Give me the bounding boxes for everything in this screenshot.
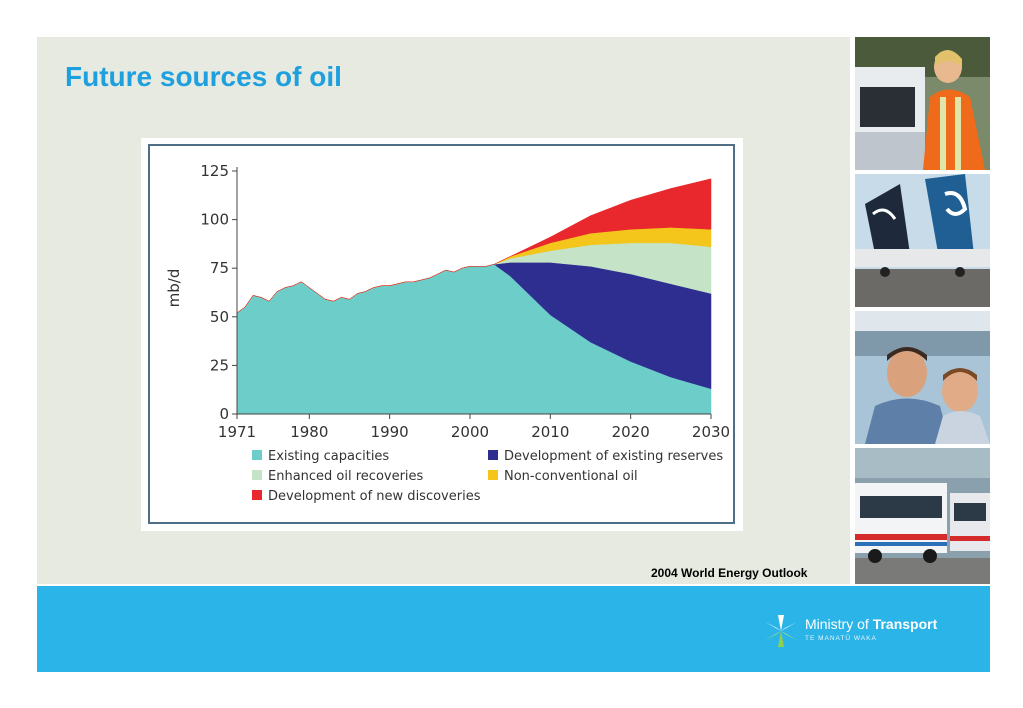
y-tick-label: 75 (210, 259, 229, 277)
footer-band: Ministry of Transport TE MANATŪ WAKA (37, 586, 990, 672)
photo-strip (855, 37, 990, 584)
legend-swatch (252, 450, 262, 460)
legend-label: Non-conventional oil (504, 469, 638, 484)
slide: Future sources of oil 0 25 50 75 100 125 1971 1… (37, 37, 990, 672)
photo-aircraft-tails (855, 174, 990, 307)
source-note: 2004 World Energy Outlook (651, 566, 808, 580)
x-tick-label: 2010 (531, 423, 569, 441)
legend-label: Enhanced oil recoveries (268, 469, 424, 484)
y-tick-label: 50 (210, 308, 229, 326)
legend-label: Development of existing reserves (504, 449, 723, 464)
photo-man-and-boy-ferry (855, 311, 990, 444)
photo-city-buses (855, 448, 990, 584)
y-tick-label: 25 (210, 356, 229, 374)
x-tick-label: 2000 (451, 423, 489, 441)
legend-label: Development of new discoveries (268, 489, 481, 504)
x-tick-label: 1990 (371, 423, 409, 441)
chart: 0 25 50 75 100 125 1971 1980 1990 2000 2010 2020 203… (165, 162, 730, 504)
x-tick-label: 2020 (612, 423, 650, 441)
logo-name: Ministry of Transport (805, 616, 938, 632)
x-tick-label: 1971 (218, 423, 256, 441)
legend-swatch (488, 450, 498, 460)
y-tick-label: 0 (219, 405, 229, 423)
legend-label: Existing capacities (268, 449, 389, 464)
legend-swatch (252, 470, 262, 480)
x-tick-label: 2030 (692, 423, 730, 441)
legend-swatch (252, 490, 262, 500)
y-tick-label: 125 (200, 162, 229, 180)
page-title: Future sources of oil (65, 61, 342, 92)
area-series-5 (236, 178, 712, 314)
x-tick-label: 1980 (290, 423, 328, 441)
logo-subtitle: TE MANATŪ WAKA (805, 635, 877, 642)
ministry-logo: Ministry of Transport TE MANATŪ WAKA (761, 613, 991, 649)
legend-swatch (488, 470, 498, 480)
y-tick-label: 100 (200, 211, 229, 229)
koru-star-icon (765, 615, 797, 647)
photo-woman-with-car (855, 37, 990, 170)
y-axis-label: mb/d (165, 269, 183, 308)
content-panel: Future sources of oil 0 25 50 75 100 125 1971 1… (37, 37, 850, 584)
chart-container: 0 25 50 75 100 125 1971 1980 1990 2000 2010 2020 203… (141, 138, 743, 531)
